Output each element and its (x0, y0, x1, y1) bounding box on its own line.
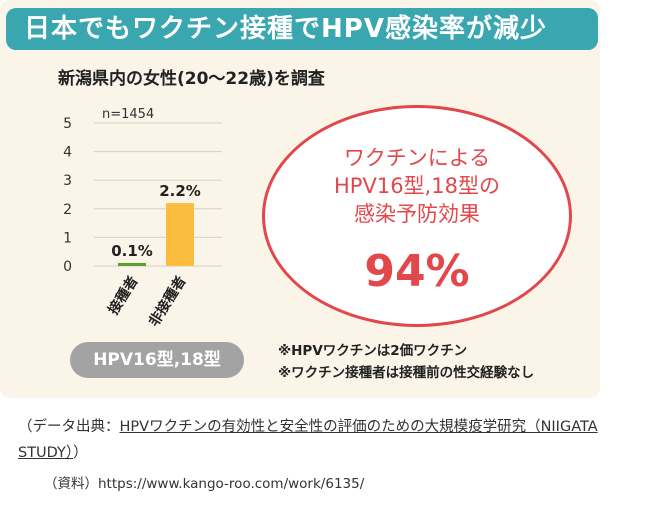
value-label-1: 2.2% (159, 182, 201, 200)
data-source: （データ出典：HPVワクチンの有効性と安全性の評価のための大規模疫学研究（NII… (18, 414, 646, 466)
efficacy-callout: ワクチンによる HPV16型,18型の 感染予防効果 94% (262, 105, 572, 327)
value-label-0: 0.1% (111, 242, 153, 260)
category-label-1: 非接種者 (145, 273, 189, 326)
source-link[interactable]: HPVワクチンの有効性と安全性の評価のための大規模疫学研究（NIIGATA ST… (18, 419, 598, 461)
bar-1 (166, 203, 194, 266)
y-tick-label-0: 0 (63, 259, 72, 275)
source-prefix: （データ出典： (18, 419, 120, 435)
category-label-0: 接種者 (105, 273, 142, 318)
footnote-2: ※ワクチン接種者は接種前の性交経験なし (278, 365, 535, 381)
hpv-type-pill: HPV16型,18型 (70, 342, 244, 378)
efficacy-callout-text: ワクチンによる HPV16型,18型の 感染予防効果 (334, 146, 500, 226)
bar-0 (118, 263, 146, 266)
source-suffix: ） (73, 445, 88, 461)
survey-subtitle: 新潟県内の女性(20〜22歳)を調査 (58, 69, 325, 89)
y-tick-label-1: 1 (63, 230, 72, 246)
infographic-card: 日本でもワクチン接種でHPV感染率が減少 新潟県内の女性(20〜22歳)を調査 … (0, 0, 600, 398)
y-tick-label-5: 5 (63, 116, 72, 132)
reference-url[interactable]: https://www.kango-roo.com/work/6135/ (98, 476, 365, 492)
footnote-1: ※HPVワクチンは2価ワクチン (278, 343, 468, 359)
y-tick-label-2: 2 (63, 202, 72, 218)
reference-line: （資料）https://www.kango-roo.com/work/6135/ (44, 472, 364, 492)
footnotes: ※HPVワクチンは2価ワクチン ※ワクチン接種者は接種前の性交経験なし (278, 340, 534, 384)
efficacy-percent: 94% (364, 246, 470, 297)
y-tick-label-4: 4 (63, 145, 72, 161)
headline-banner: 日本でもワクチン接種でHPV感染率が減少 (6, 8, 598, 50)
y-tick-label-3: 3 (63, 173, 72, 189)
bar-chart: 0 1 2 3 4 5 0.1% 接種者 2.2% 非接種者 n=1454 (63, 107, 222, 326)
sample-size-annotation: n=1454 (102, 107, 154, 122)
reference-label: （資料） (44, 476, 98, 492)
